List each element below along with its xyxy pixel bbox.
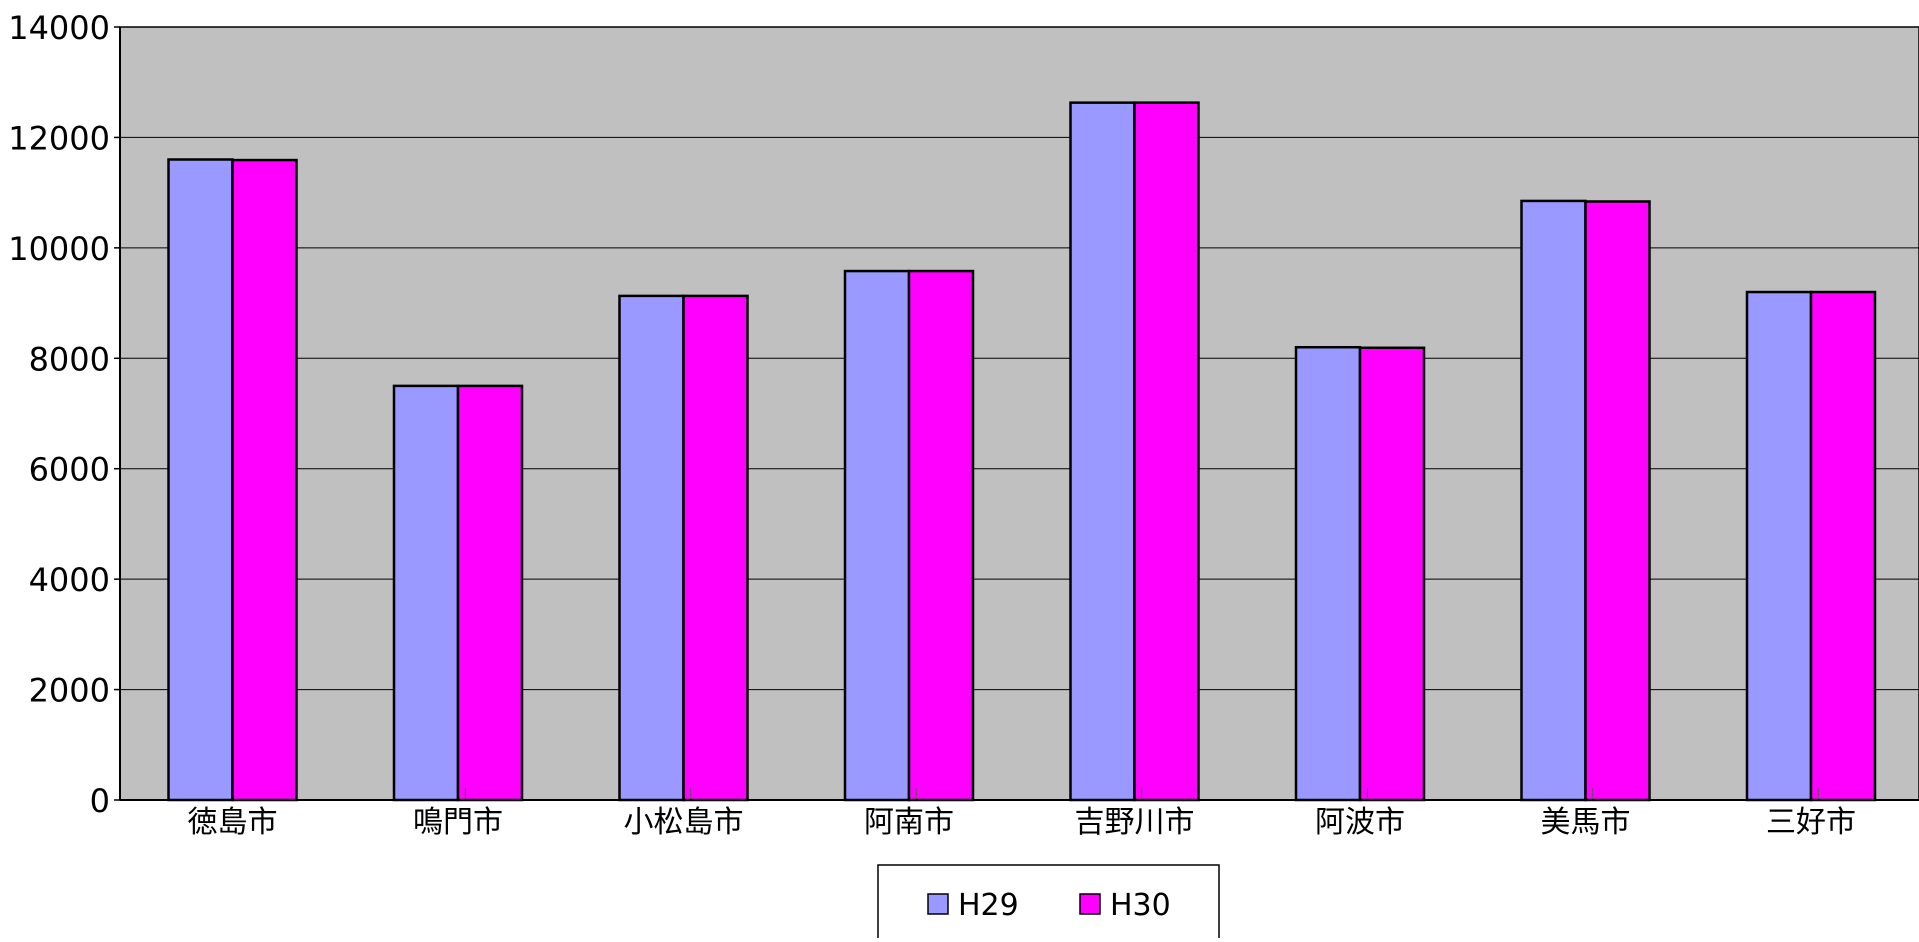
y-tick-label: 4000 bbox=[29, 561, 110, 599]
x-tick-label: 阿南市 bbox=[864, 805, 954, 840]
bar-h29-5 bbox=[1069, 101, 1136, 802]
x-tick-label: 美馬市 bbox=[1541, 805, 1631, 840]
bars bbox=[167, 101, 1877, 802]
y-tick-label: 0 bbox=[90, 782, 110, 820]
bar-h29-3 bbox=[618, 294, 685, 802]
x-tick-label: 徳島市 bbox=[188, 805, 278, 840]
bar-h29-8 bbox=[1745, 290, 1813, 802]
x-tick-label: 吉野川市 bbox=[1075, 805, 1195, 840]
y-tick-label: 2000 bbox=[29, 672, 110, 710]
bar-h29-7 bbox=[1520, 199, 1587, 802]
y-tick-label: 12000 bbox=[8, 119, 110, 157]
bar-h30-1 bbox=[231, 158, 298, 802]
bar-h29-6 bbox=[1294, 345, 1362, 802]
bar-h30-5 bbox=[1133, 101, 1200, 802]
bar-h30-8 bbox=[1809, 290, 1877, 802]
bar-h30-2 bbox=[456, 384, 524, 802]
bar-h30-7 bbox=[1584, 200, 1651, 802]
bar-h30-6 bbox=[1358, 346, 1426, 802]
x-axis: 徳島市 鳴門市 小松島市 阿南市 吉野川市 阿波市 美馬市 三好市 bbox=[120, 788, 1919, 840]
legend-swatch-h29 bbox=[927, 893, 949, 915]
x-tick-label: 小松島市 bbox=[624, 805, 744, 840]
legend: H29 H30 bbox=[877, 864, 1220, 942]
x-tick-label: 鳴門市 bbox=[413, 805, 503, 840]
y-tick-label: 8000 bbox=[29, 340, 110, 378]
y-axis: 0 2000 4000 6000 8000 10000 12000 14000 bbox=[8, 9, 121, 820]
bar-h29-2 bbox=[392, 384, 460, 802]
y-tick-label: 6000 bbox=[29, 451, 110, 489]
bar-h29-4 bbox=[843, 269, 911, 802]
bar-h30-4 bbox=[907, 269, 975, 802]
x-tick-label: 阿波市 bbox=[1315, 805, 1405, 840]
x-tick-label: 三好市 bbox=[1766, 805, 1856, 840]
bar-h29-1 bbox=[167, 158, 234, 802]
legend-swatch-h30 bbox=[1079, 893, 1101, 915]
bar-h30-3 bbox=[682, 294, 749, 802]
legend-label-h30: H30 bbox=[1110, 888, 1171, 923]
y-tick-label: 14000 bbox=[8, 9, 110, 47]
legend-label-h29: H29 bbox=[958, 888, 1019, 923]
y-tick-label: 10000 bbox=[8, 230, 110, 268]
